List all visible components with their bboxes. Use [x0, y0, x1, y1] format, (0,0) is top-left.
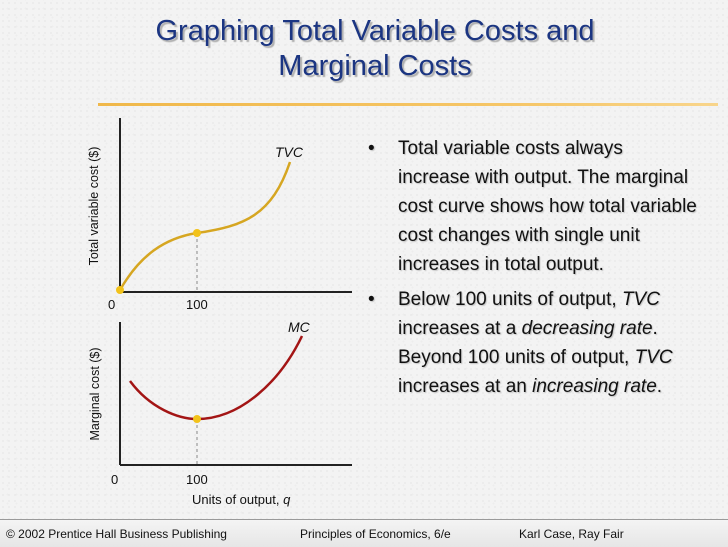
- tvc-origin-point: [116, 286, 124, 294]
- bullet-text-segment: increasing rate: [532, 376, 657, 397]
- bullet-list: • Total variable costs always increase wi…: [368, 134, 698, 407]
- mc-tick-label: 100: [186, 472, 208, 487]
- bullet-marker: •: [368, 289, 375, 310]
- mc-x-axis-label-text: Units of output,: [192, 492, 283, 507]
- mc-y-axis-label: Marginal cost ($): [88, 347, 102, 440]
- tvc-tick-label: 100: [186, 297, 208, 312]
- bullet-text-segment: increases at a: [398, 318, 522, 339]
- bullet-item: • Total variable costs always increase wi…: [368, 134, 698, 279]
- mc-curve-label: MC: [288, 319, 311, 335]
- tvc-curve-label: TVC: [275, 144, 304, 160]
- bullet-marker: •: [368, 138, 375, 159]
- bullet-text-segment: . Beyond 100 units of output,: [398, 318, 658, 368]
- bullet-text-segment: .: [656, 376, 663, 397]
- bullet-item: • Below 100 units of output, TVC increase…: [368, 285, 698, 401]
- bullet-text-segment: Below 100 units of output,: [398, 289, 622, 310]
- footer-book-title: Principles of Economics, 6/e: [300, 527, 451, 541]
- footer-copyright: © 2002 Prentice Hall Business Publishing: [6, 527, 227, 541]
- title-underline: [98, 103, 718, 106]
- mc-curve: [128, 335, 304, 421]
- bullet-text-segment: Total variable costs always increase wit…: [398, 138, 697, 275]
- tvc-y-axis-label: Total variable cost ($): [87, 147, 101, 266]
- tvc-chart: TVC 0 100 Total variable cost ($): [87, 118, 352, 312]
- mc-x-axis-label: Units of output, q: [192, 492, 291, 507]
- cost-charts: TVC 0 100 Total variable cost ($) MC 0 1…: [87, 118, 352, 507]
- tvc-inflection-point: [193, 229, 201, 237]
- slide-footer: © 2002 Prentice Hall Business Publishing…: [0, 519, 728, 547]
- footer-authors: Karl Case, Ray Fair: [519, 527, 624, 541]
- mc-origin-label: 0: [111, 472, 118, 487]
- bullet-text-segment: increases at an: [398, 376, 533, 397]
- title-line-2: Marginal Costs: [278, 50, 472, 82]
- mc-minimum-point: [193, 415, 201, 423]
- tvc-curve: [118, 161, 292, 291]
- bullet-text-segment: TVC: [621, 289, 660, 310]
- bullet-text-segment: TVC: [634, 347, 673, 368]
- slide-title: Graphing Total Variable Costs and Margin…: [60, 14, 690, 84]
- tvc-origin-label: 0: [108, 297, 115, 312]
- title-line-1: Graphing Total Variable Costs and: [155, 15, 595, 47]
- bullet-text-segment: decreasing rate: [521, 318, 653, 339]
- mc-x-axis-label-var: q: [283, 492, 291, 507]
- mc-chart: MC 0 100 Marginal cost ($) Units of outp…: [88, 319, 352, 507]
